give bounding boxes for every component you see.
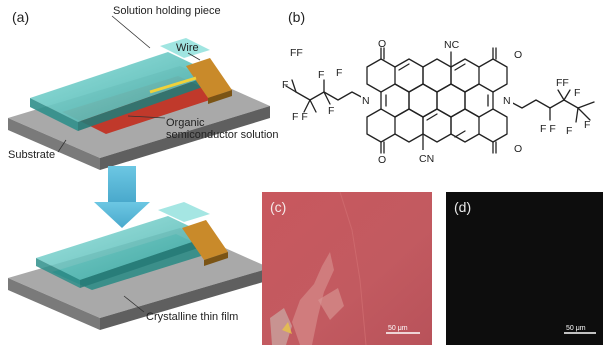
callouts-top: Solution holding piece Wire Organic semi… [8, 5, 279, 161]
panel-a-label: (a) [12, 9, 29, 25]
callout-organic-line2: semiconductor solution [166, 129, 279, 141]
panel-d-label: (d) [454, 199, 471, 215]
scalebar-c-text: 50 μm [388, 325, 408, 332]
atom-f-left-2: F [282, 79, 288, 91]
atom-f-left-4: F [328, 105, 334, 117]
process-arrow [94, 166, 150, 228]
atom-ff-right: FF [556, 77, 569, 89]
scalebar-d: 50 μm [564, 325, 596, 334]
device-bottom [8, 202, 270, 330]
atom-o-4: O [514, 143, 522, 155]
device-top [8, 38, 270, 170]
wire [149, 58, 232, 104]
atom-ff-right-2: F F [540, 123, 556, 135]
callout-wire: Wire [176, 42, 199, 54]
atom-n-right: N [503, 95, 511, 107]
callout-crystalline-thin-film: Crystalline thin film [146, 311, 238, 323]
atom-f-left-3: F [336, 67, 342, 79]
panel-b-label: (b) [288, 9, 305, 25]
callout-solution-holding-piece: Solution holding piece [113, 5, 221, 17]
panel-a: (a) Solution holding piece [8, 5, 279, 330]
panel-c: (c) 50 μm [262, 191, 432, 345]
atom-o-1: O [378, 38, 386, 50]
panel-b: (b) [282, 9, 595, 166]
scalebar-d-text: 50 μm [566, 325, 586, 332]
atom-ff-left-2: F F [292, 111, 308, 123]
atom-labels: NC CN N N O O O O FF F F F F F F FF F F … [282, 36, 590, 166]
atom-f-right-2: F [584, 119, 590, 131]
atom-f-left-1: F [318, 69, 324, 81]
atom-f-right-3: F [574, 87, 580, 99]
scalebar-c: 50 μm [386, 325, 420, 334]
atom-n-left: N [362, 95, 370, 107]
atom-o-3: O [514, 49, 522, 61]
atom-cn: CN [419, 153, 434, 165]
panel-d: (d) 50 μm [446, 192, 603, 345]
solution-holding-piece [30, 52, 214, 122]
molecule-structure: NC CN N N O O O O FF F F F F F F FF F F … [282, 36, 595, 166]
atom-ff-left: FF [290, 47, 303, 59]
panel-c-label: (c) [270, 199, 286, 215]
callout-organic-line1: Organic [166, 117, 205, 129]
atom-nc: NC [444, 39, 460, 51]
atom-o-2: O [378, 154, 386, 166]
atom-f-right-1: F [566, 125, 572, 137]
micrograph-d [446, 192, 603, 345]
callout-substrate: Substrate [8, 149, 55, 161]
micrograph-c [262, 192, 432, 345]
